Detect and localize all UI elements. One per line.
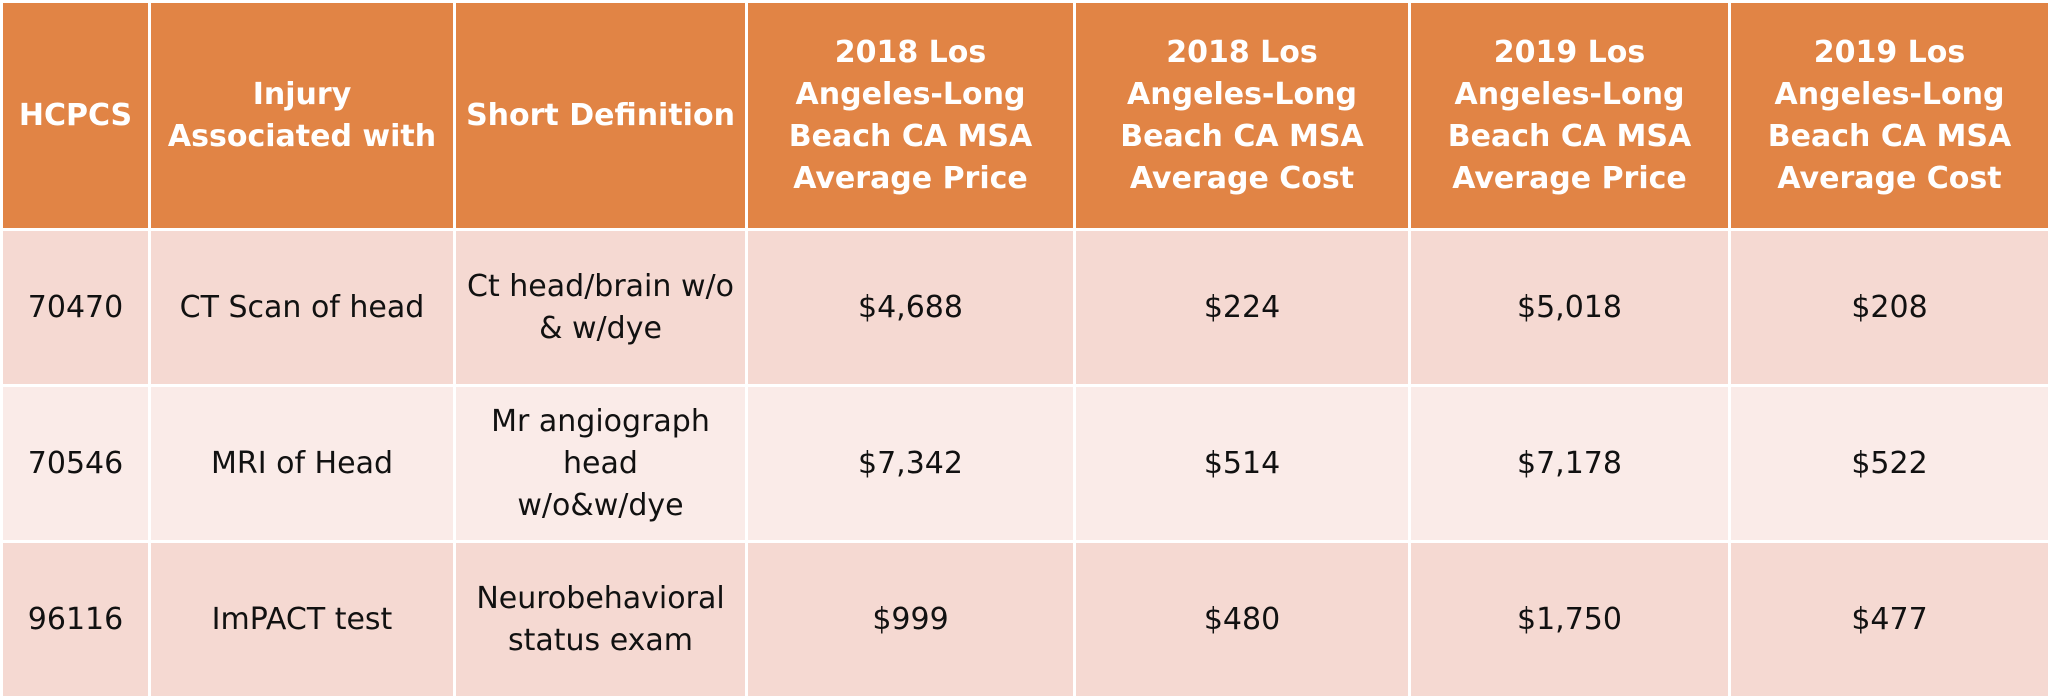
cell-hcpcs: 70546 — [0, 384, 151, 543]
header-2018-cost: 2018 Los Angeles-Long Beach CA MSA Avera… — [1073, 0, 1411, 231]
header-hcpcs: HCPCS — [0, 0, 151, 231]
cell-injury: CT Scan of head — [148, 228, 456, 387]
cell-2019-cost: $208 — [1728, 228, 2048, 387]
cell-2019-price: $5,018 — [1408, 228, 1731, 387]
cell-2019-price: $7,178 — [1408, 384, 1731, 543]
cell-2019-cost: $477 — [1728, 540, 2048, 696]
header-injury: Injury Associated with — [148, 0, 456, 231]
header-2019-price: 2019 Los Angeles-Long Beach CA MSA Avera… — [1408, 0, 1731, 231]
cell-2018-cost: $224 — [1073, 228, 1411, 387]
header-row: HCPCS Injury Associated with Short Defin… — [0, 0, 2048, 231]
header-short-definition: Short Definition — [453, 0, 748, 231]
table-row: 96116 ImPACT test Neurobehavioral status… — [0, 540, 2048, 696]
cell-short-definition: Mr angiograph head w/o&w/dye — [453, 384, 748, 543]
cell-short-definition: Ct head/brain w/o & w/dye — [453, 228, 748, 387]
cell-2018-price: $999 — [745, 540, 1076, 696]
cell-hcpcs: 70470 — [0, 228, 151, 387]
cell-2019-cost: $522 — [1728, 384, 2048, 543]
cell-injury: MRI of Head — [148, 384, 456, 543]
cell-2018-price: $4,688 — [745, 228, 1076, 387]
header-2018-price: 2018 Los Angeles-Long Beach CA MSA Avera… — [745, 0, 1076, 231]
cell-2018-cost: $480 — [1073, 540, 1411, 696]
cell-hcpcs: 96116 — [0, 540, 151, 696]
cell-2018-price: $7,342 — [745, 384, 1076, 543]
cell-injury: ImPACT test — [148, 540, 456, 696]
cell-2018-cost: $514 — [1073, 384, 1411, 543]
table-row: 70470 CT Scan of head Ct head/brain w/o … — [0, 228, 2048, 387]
cell-2019-price: $1,750 — [1408, 540, 1731, 696]
table-row: 70546 MRI of Head Mr angiograph head w/o… — [0, 384, 2048, 543]
header-2019-cost: 2019 Los Angeles-Long Beach CA MSA Avera… — [1728, 0, 2048, 231]
cell-short-definition: Neurobehavioral status exam — [453, 540, 748, 696]
